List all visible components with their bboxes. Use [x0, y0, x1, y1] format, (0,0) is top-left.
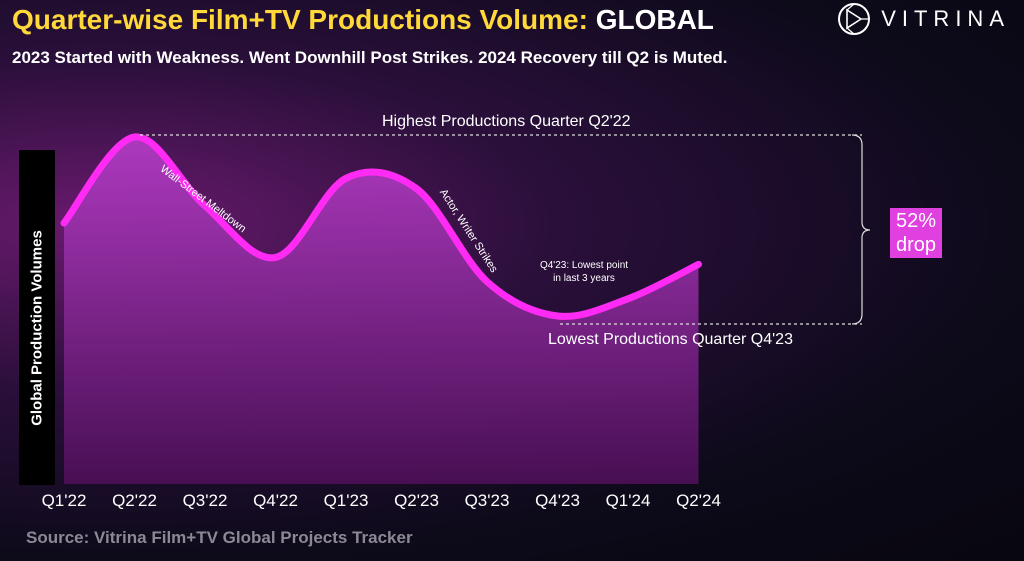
data-point-0 [63, 222, 65, 225]
x-tick-label: Q3'22 [183, 491, 228, 510]
data-point-8 [627, 297, 629, 300]
title-region: GLOBAL [595, 4, 714, 35]
data-point-9 [697, 263, 700, 266]
highest-annotation: Highest Productions Quarter Q2'22 [382, 113, 631, 130]
data-point-1 [133, 136, 136, 138]
x-tick-label: Q1'23 [324, 491, 369, 510]
title-main: Quarter-wise Film+TV Productions Volume: [12, 4, 588, 35]
y-axis-band [19, 150, 55, 485]
x-tick-label: Q3'23 [465, 491, 510, 510]
data-point-4 [345, 177, 347, 180]
x-tick-label: Q2'22 [112, 491, 157, 510]
x-tick-label: Q4'22 [253, 491, 298, 510]
source-note: Source: Vitrina Film+TV Global Projects … [26, 528, 413, 547]
lowest-annotation: Lowest Productions Quarter Q4'23 [548, 331, 793, 348]
page-subtitle: 2023 Started with Weakness. Went Downhil… [12, 48, 728, 67]
drop-bracket [851, 134, 871, 325]
x-tick-label: Q2'23 [394, 491, 439, 510]
series-line [60, 133, 702, 320]
data-point-6 [486, 280, 488, 283]
x-tick-label: Q1'22 [42, 491, 87, 510]
page-title: Quarter-wise Film+TV Productions Volume:… [12, 4, 714, 36]
q4-note-annotation: Q4'23: Lowest point in last 3 years [539, 260, 629, 284]
data-point-2 [204, 204, 206, 207]
data-point-3 [274, 256, 277, 259]
vitrina-logo-icon [838, 3, 871, 35]
x-tick-label: Q4'23 [535, 491, 580, 510]
data-point-5 [415, 187, 418, 190]
logo-text: VITRINA [881, 6, 1010, 31]
x-tick-label: Q2'24 [676, 491, 721, 510]
data-point-7 [556, 315, 559, 317]
vitrina-logo: VITRINA [837, 2, 1010, 36]
drop-badge: 52% drop [890, 208, 942, 258]
x-tick-label: Q1'24 [606, 491, 651, 510]
